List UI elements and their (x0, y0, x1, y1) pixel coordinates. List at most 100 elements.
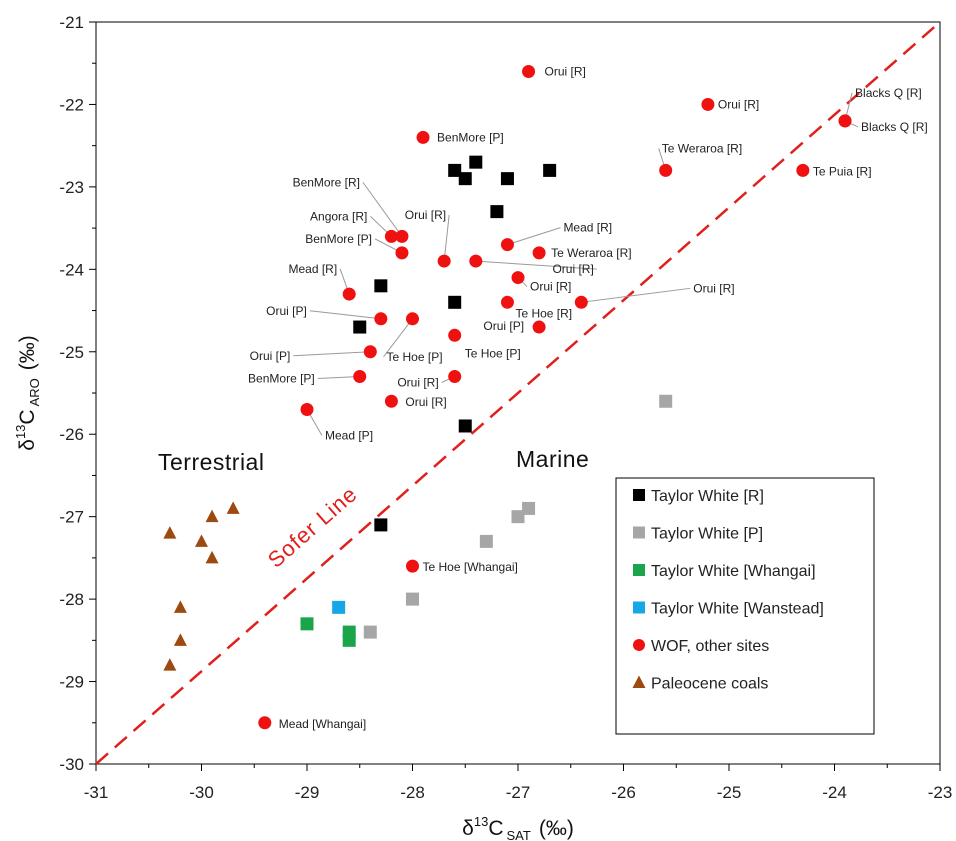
y-axis-label-letter: C (16, 409, 39, 424)
axes: -31 -30 -29 -28 -27 -26 -25 -24 -23-30-29-28-27-… (59, 13, 952, 802)
triangle-marker (163, 526, 177, 539)
triangle-marker (163, 658, 177, 671)
circle-marker (406, 559, 419, 573)
point-label: Orui [R] (545, 64, 586, 78)
y-axis-label-delta: δ (16, 439, 39, 451)
square-marker (332, 600, 346, 614)
square-marker (353, 320, 367, 334)
sofer-line-label: Sofer Line (263, 481, 362, 573)
circle-marker (511, 271, 525, 285)
circle-marker (384, 394, 398, 408)
leader-line (443, 215, 450, 262)
square-marker (374, 518, 388, 532)
square-marker (479, 534, 493, 548)
circle-marker (469, 254, 483, 268)
region-label-terrestrial: Terrestrial (158, 449, 264, 475)
leader-line (362, 182, 403, 237)
square-marker (500, 172, 514, 186)
region-label-marine: Marine (516, 446, 589, 472)
sofer-line (95, 21, 941, 765)
point-label: Blacks Q [R] (861, 120, 928, 134)
point-label: Orui [R] (552, 262, 593, 276)
circle-marker (384, 229, 398, 243)
y-tick-label: -22 (59, 95, 84, 114)
y-axis-label: δ13C ARO (‰) (13, 335, 42, 451)
leader-line (507, 227, 561, 246)
square-marker (406, 592, 419, 606)
circle-marker (395, 246, 409, 260)
circle-marker (437, 254, 451, 268)
x-axis-label-sub: SAT (507, 828, 531, 841)
legend-swatch-square (633, 526, 645, 539)
square-marker (543, 163, 557, 177)
y-axis-label-sub: ARO (27, 378, 42, 406)
square-marker (511, 510, 525, 524)
triangle-marker (195, 534, 208, 547)
point-label: Te Hoe [Whangai] (423, 560, 518, 574)
point-label: Orui [R] (405, 395, 446, 409)
legend-swatch-square (633, 489, 645, 501)
circle-marker (500, 295, 514, 309)
square-marker (448, 295, 462, 309)
x-axis-label-unit: (‰) (539, 817, 574, 840)
y-tick-label: -27 (59, 508, 84, 527)
circle-marker (448, 328, 462, 342)
legend-entry-label: Paleocene coals (651, 676, 768, 693)
leader-line (383, 318, 413, 358)
x-tick-label: -26 (611, 783, 636, 802)
x-tick-label: -23 (928, 783, 953, 802)
point-label: Orui [P] (483, 319, 524, 333)
circle-marker (406, 312, 419, 326)
circle-marker (300, 402, 314, 416)
circle-marker (500, 238, 514, 252)
legend-entry-label: Taylor White [Wanstead] (651, 601, 824, 618)
square-marker (300, 617, 314, 631)
circle-marker (532, 246, 546, 260)
legend-box (615, 477, 875, 735)
square-marker (458, 419, 472, 433)
point-label: Orui [R] (405, 208, 446, 222)
x-tick-label: -28 (400, 783, 425, 802)
x-tick-label: -29 (295, 783, 320, 802)
y-tick-label: -25 (59, 343, 84, 362)
y-tick-label: -29 (59, 673, 84, 692)
legend-swatch-square (633, 564, 645, 576)
square-marker (659, 394, 673, 408)
point-labels: Orui [R] Orui [R] Blacks Q [R] Blacks Q [R]… (248, 64, 928, 730)
square-marker (363, 625, 377, 639)
circle-marker (258, 716, 272, 730)
point-label: Te Hoe [P] (465, 346, 521, 360)
point-label: Te Weraroa [R] (662, 141, 742, 155)
legend-swatch-square (633, 601, 645, 614)
square-marker (458, 172, 472, 186)
point-label: Orui [R] (530, 280, 571, 294)
square-marker (448, 163, 462, 177)
point-label: Te Hoe [P] (387, 350, 443, 364)
triangle-marker (205, 550, 219, 564)
point-label: BenMore [P] (437, 130, 504, 144)
circle-marker (532, 320, 546, 334)
point-label: BenMore [R] (293, 175, 360, 189)
circle-marker (796, 163, 810, 177)
data-markers (163, 64, 852, 730)
point-label: Mead [R] (289, 262, 338, 276)
legend-entry-label: Taylor White [P] (651, 526, 763, 543)
point-label: Te Puia [R] (813, 164, 872, 178)
point-label: Orui [R] (693, 281, 734, 295)
y-tick-label: -26 (59, 425, 84, 444)
y-tick-label: -24 (59, 260, 84, 279)
legend-swatch-triangle (632, 675, 646, 688)
circle-marker (838, 114, 852, 128)
circle-marker (374, 312, 388, 326)
leader-line (317, 376, 360, 380)
y-tick-label: -30 (59, 755, 84, 774)
circle-marker (574, 295, 588, 309)
y-axis-label-sup: 13 (13, 425, 28, 439)
point-label: Orui [P] (266, 304, 307, 318)
square-marker (490, 205, 504, 219)
legend-entry-label: Taylor White [R] (651, 488, 764, 505)
circle-marker (659, 163, 673, 177)
point-label: Mead [R] (563, 221, 612, 235)
legend-swatch-circle (633, 639, 645, 651)
